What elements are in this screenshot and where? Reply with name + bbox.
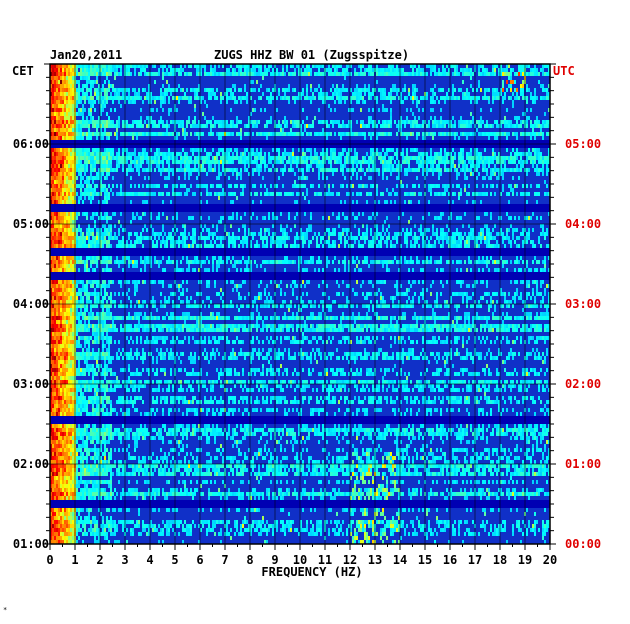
x-tick-label: 17 [468, 553, 482, 567]
y-left-tick-label: 02:00 [13, 457, 49, 471]
x-tick-label: 20 [543, 553, 557, 567]
y-right-tick-label: 03:00 [565, 297, 601, 311]
y-left-tick-label: 01:00 [13, 537, 49, 551]
y-right-tick-label: 01:00 [565, 457, 601, 471]
x-tick-label: 18 [493, 553, 507, 567]
x-tick-label: 19 [518, 553, 532, 567]
x-axis: 0 1 2 3 4 5 6 7 8 9 10 11 12 13 14 15 16 17 18 19 20 [46, 544, 557, 567]
x-tick-label: 1 [71, 553, 78, 567]
x-tick-label: 13 [368, 553, 382, 567]
x-tick-label: 4 [146, 553, 153, 567]
y-right-tick-label: 02:00 [565, 377, 601, 391]
corner-mark: * [3, 606, 7, 614]
x-axis-label: FREQUENCY (HZ) [261, 565, 362, 579]
x-tick-label: 15 [418, 553, 432, 567]
x-tick-label: 5 [171, 553, 178, 567]
y-left-tick-label: 04:00 [13, 297, 49, 311]
y-right-tick-label: 04:00 [565, 217, 601, 231]
y-left-tick-label: 03:00 [13, 377, 49, 391]
x-tick-label: 7 [221, 553, 228, 567]
x-tick-label: 14 [393, 553, 407, 567]
spectrogram-chart: 0 1 2 3 4 5 6 7 8 9 10 11 12 13 14 15 16 17 18 19 20 06:0005… [0, 0, 630, 624]
x-tick-label: 8 [246, 553, 253, 567]
x-tick-label: 6 [196, 553, 203, 567]
y-axis-left: 06:00 05:00 04:00 03:00 02:00 01:00 [13, 64, 50, 551]
y-right-tick-label: 05:00 [565, 137, 601, 151]
x-tick-label: 2 [96, 553, 103, 567]
grid-lines [50, 64, 550, 544]
y-left-tick-label: 05:00 [13, 217, 49, 231]
y-right-tick-label: 00:00 [565, 537, 601, 551]
y-axis-right: 05:00 04:00 03:00 02:00 01:00 00:00 [550, 64, 601, 551]
y-left-tick-label: 06:00 [13, 137, 49, 151]
x-tick-label: 3 [121, 553, 128, 567]
x-tick-label: 0 [46, 553, 53, 567]
x-tick-label: 16 [443, 553, 457, 567]
